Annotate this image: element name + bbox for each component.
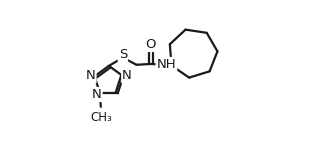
Text: O: O <box>146 38 156 51</box>
Text: N: N <box>122 69 132 82</box>
Text: N: N <box>86 69 96 82</box>
Text: CH₃: CH₃ <box>90 111 112 124</box>
Text: S: S <box>119 48 127 61</box>
Text: NH: NH <box>157 58 176 71</box>
Text: N: N <box>92 88 102 101</box>
